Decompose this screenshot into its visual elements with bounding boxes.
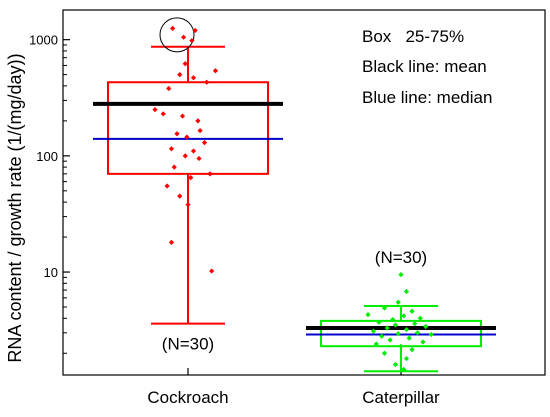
cockroach-point-7 <box>190 75 197 81</box>
cockroach-point-15 <box>174 131 180 137</box>
caterpillar-point-27 <box>403 355 410 362</box>
caterpillar-point-29 <box>401 366 407 373</box>
cockroach-outlier-highlight-circle <box>159 17 195 53</box>
caterpillar-point-16 <box>414 330 421 336</box>
cockroach-point-6 <box>177 72 183 78</box>
cockroach-point-25 <box>164 183 170 189</box>
cockroach-point-22 <box>171 164 177 170</box>
cockroach-point-13 <box>195 118 201 124</box>
legend-note-mean: Black line: mean <box>362 57 487 76</box>
caterpillar-point-24 <box>398 343 404 349</box>
boxes <box>93 17 496 373</box>
cockroach-point-14 <box>197 127 203 134</box>
caterpillar-point-13 <box>384 325 390 331</box>
cockroach-point-29 <box>209 268 215 274</box>
cockroach-point-9 <box>166 85 172 92</box>
caterpillar-point-17 <box>395 331 401 337</box>
cockroach-box <box>107 81 269 175</box>
caterpillar-point-5 <box>365 312 371 318</box>
caterpillar-point-23 <box>373 341 379 347</box>
legend-note-median: Blue line: median <box>362 88 492 107</box>
cockroach-point-0 <box>170 25 176 32</box>
cockroach-point-18 <box>168 146 175 152</box>
cockroach-point-12 <box>179 113 186 119</box>
x-category-label-1: Caterpillar <box>362 388 440 407</box>
data-points <box>152 25 434 373</box>
cockroach-point-26 <box>177 193 183 199</box>
cockroach-point-3 <box>189 38 195 44</box>
cockroach-point-24 <box>188 174 194 181</box>
y-axis-label: RNA content / growth rate (1/(mg/day)) <box>5 53 25 362</box>
cockroach-point-20 <box>182 153 188 159</box>
legend-note-box: Box 25-75% <box>362 27 464 46</box>
cockroach-point-5 <box>212 68 219 74</box>
cockroach-point-17 <box>201 140 208 146</box>
cockroach-point-23 <box>207 171 213 177</box>
caterpillar-point-8 <box>390 316 396 323</box>
cockroach-n-label: (N=30) <box>162 335 214 354</box>
cockroach-point-19 <box>190 148 197 154</box>
caterpillar-point-21 <box>387 337 393 343</box>
caterpillar-point-12 <box>423 323 429 330</box>
cockroach-point-16 <box>184 134 190 140</box>
plot-frame <box>62 9 546 376</box>
caterpillar-point-2 <box>395 299 401 305</box>
labels: RNA content / growth rate (1/(mg/day)) B… <box>5 27 492 363</box>
caterpillar-point-18 <box>428 331 434 338</box>
cockroach-point-11 <box>160 111 166 117</box>
cockroach-point-1 <box>192 27 198 34</box>
caterpillar-point-10 <box>412 321 418 327</box>
caterpillar-point-9 <box>376 319 382 325</box>
caterpillar-n-label: (N=30) <box>375 248 427 267</box>
caterpillar-point-20 <box>406 335 412 341</box>
caterpillar-point-1 <box>403 288 410 295</box>
y-tick-label-2: 1000 <box>29 33 58 48</box>
cockroach-point-27 <box>185 202 191 208</box>
axes: 10 100 1000 Cockroach Caterpillar <box>29 9 546 407</box>
cockroach-point-10 <box>152 107 158 113</box>
cockroach-point-28 <box>168 239 175 245</box>
caterpillar-point-15 <box>370 328 377 334</box>
cockroach-point-21 <box>196 155 202 162</box>
cockroach-point-2 <box>181 34 187 40</box>
caterpillar-point-7 <box>417 315 423 321</box>
caterpillar-point-0 <box>398 272 404 278</box>
y-tick-label-0: 10 <box>44 265 58 280</box>
caterpillar-point-4 <box>409 308 415 314</box>
caterpillar-point-14 <box>403 326 410 333</box>
caterpillar-point-6 <box>401 313 407 319</box>
x-category-label-0: Cockroach <box>147 388 228 407</box>
caterpillar-point-22 <box>420 339 426 345</box>
cockroach-point-4 <box>182 61 188 67</box>
caterpillar-point-28 <box>392 361 399 368</box>
caterpillar-point-19 <box>379 333 385 339</box>
caterpillar-point-3 <box>381 305 388 311</box>
caterpillar-point-25 <box>409 347 415 353</box>
y-tick-label-1: 100 <box>36 149 58 164</box>
caterpillar-point-26 <box>381 350 388 356</box>
cockroach-point-8 <box>204 79 210 85</box>
caterpillar-point-11 <box>392 322 399 328</box>
